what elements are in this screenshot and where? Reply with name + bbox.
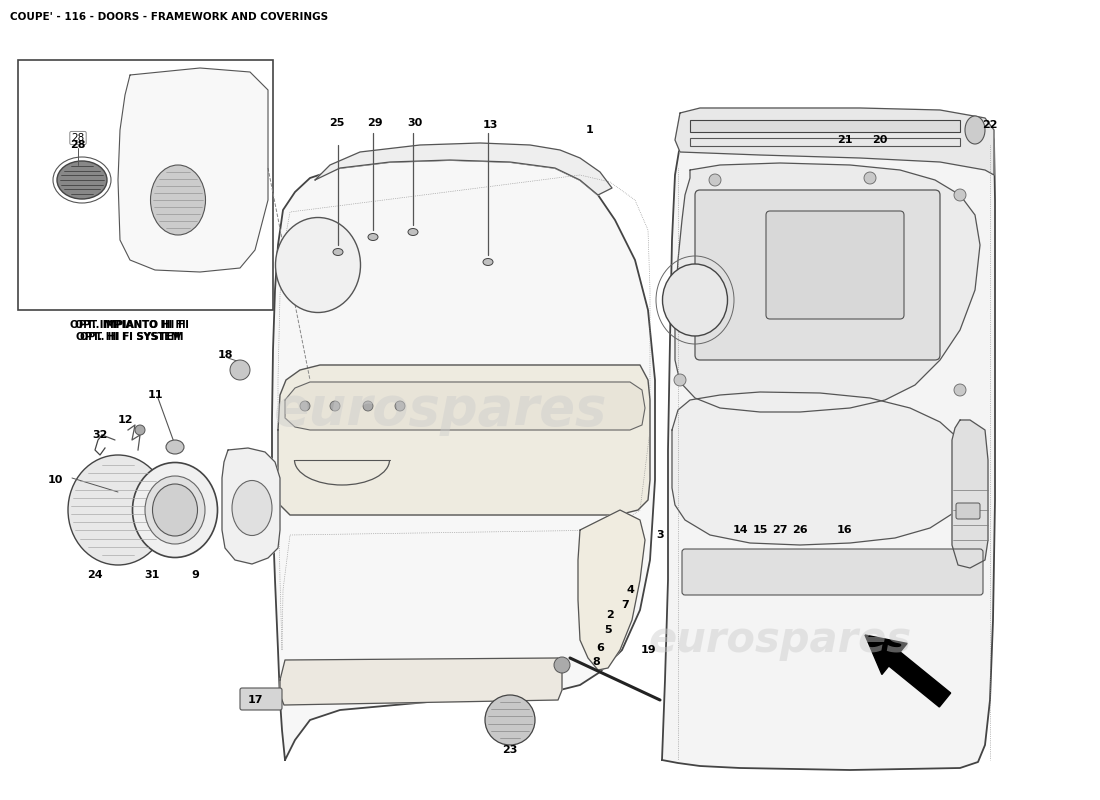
Text: 13: 13 xyxy=(482,120,497,130)
Text: 1: 1 xyxy=(586,125,594,135)
Text: 31: 31 xyxy=(144,570,159,580)
Circle shape xyxy=(674,374,686,386)
Text: 27: 27 xyxy=(772,525,788,535)
Circle shape xyxy=(864,172,876,184)
Ellipse shape xyxy=(57,161,107,199)
Polygon shape xyxy=(315,143,612,195)
Ellipse shape xyxy=(662,264,727,336)
FancyArrow shape xyxy=(865,635,950,707)
Circle shape xyxy=(554,657,570,673)
Polygon shape xyxy=(272,160,654,760)
Ellipse shape xyxy=(368,234,378,241)
Text: 28: 28 xyxy=(70,140,86,150)
Ellipse shape xyxy=(145,476,205,544)
Text: 11: 11 xyxy=(147,390,163,400)
Text: 17: 17 xyxy=(248,695,263,705)
Circle shape xyxy=(710,174,720,186)
Text: 12: 12 xyxy=(118,415,133,425)
Text: 26: 26 xyxy=(792,525,807,535)
Bar xyxy=(690,120,960,132)
Circle shape xyxy=(954,384,966,396)
Ellipse shape xyxy=(153,484,198,536)
Text: 6: 6 xyxy=(596,643,604,653)
Text: OPT. IMPIANTO HI FI
OPT. HI FI SYSTEM: OPT. IMPIANTO HI FI OPT. HI FI SYSTEM xyxy=(75,320,185,342)
Ellipse shape xyxy=(275,218,361,313)
Text: 22: 22 xyxy=(982,120,998,130)
Ellipse shape xyxy=(68,455,168,565)
Text: 3: 3 xyxy=(657,530,663,540)
Ellipse shape xyxy=(333,249,343,255)
Polygon shape xyxy=(280,658,562,705)
FancyBboxPatch shape xyxy=(766,211,904,319)
Circle shape xyxy=(230,360,250,380)
Text: 8: 8 xyxy=(592,657,600,667)
Text: 24: 24 xyxy=(87,570,102,580)
Text: OPT. IMPIANTO HI FI
OPT. HI FI SYSTEM: OPT. IMPIANTO HI FI OPT. HI FI SYSTEM xyxy=(70,320,189,342)
Bar xyxy=(690,138,960,146)
Ellipse shape xyxy=(408,229,418,235)
Polygon shape xyxy=(662,112,996,770)
Circle shape xyxy=(485,695,535,745)
Circle shape xyxy=(135,425,145,435)
Polygon shape xyxy=(285,382,645,430)
Text: 21: 21 xyxy=(837,135,852,145)
Text: 2: 2 xyxy=(606,610,614,620)
Text: 18: 18 xyxy=(218,350,233,360)
FancyBboxPatch shape xyxy=(956,503,980,519)
Text: 15: 15 xyxy=(752,525,768,535)
Text: 16: 16 xyxy=(837,525,852,535)
Text: 14: 14 xyxy=(733,525,748,535)
Text: eurospares: eurospares xyxy=(648,619,912,661)
Text: 30: 30 xyxy=(407,118,422,128)
Ellipse shape xyxy=(965,116,985,144)
Ellipse shape xyxy=(232,481,272,535)
Polygon shape xyxy=(118,68,268,272)
Text: 23: 23 xyxy=(503,745,518,755)
Polygon shape xyxy=(675,163,980,412)
Text: eurospares: eurospares xyxy=(273,384,607,436)
FancyBboxPatch shape xyxy=(18,60,273,310)
Polygon shape xyxy=(222,448,280,564)
Text: 29: 29 xyxy=(367,118,383,128)
FancyBboxPatch shape xyxy=(240,688,282,710)
FancyBboxPatch shape xyxy=(695,190,940,360)
Circle shape xyxy=(363,401,373,411)
Ellipse shape xyxy=(483,258,493,266)
Polygon shape xyxy=(672,392,970,545)
Polygon shape xyxy=(578,510,645,670)
Ellipse shape xyxy=(166,440,184,454)
Ellipse shape xyxy=(151,165,206,235)
Ellipse shape xyxy=(132,462,218,558)
Polygon shape xyxy=(675,108,994,175)
Polygon shape xyxy=(952,420,988,568)
Text: 19: 19 xyxy=(640,645,656,655)
Polygon shape xyxy=(278,365,650,515)
Text: 28: 28 xyxy=(72,133,85,143)
Text: 7: 7 xyxy=(621,600,629,610)
Text: COUPE' - 116 - DOORS - FRAMEWORK AND COVERINGS: COUPE' - 116 - DOORS - FRAMEWORK AND COV… xyxy=(10,12,328,22)
Text: 9: 9 xyxy=(191,570,199,580)
Text: 5: 5 xyxy=(604,625,612,635)
Text: 20: 20 xyxy=(872,135,888,145)
Circle shape xyxy=(395,401,405,411)
Text: 4: 4 xyxy=(626,585,634,595)
FancyBboxPatch shape xyxy=(682,549,983,595)
Text: 10: 10 xyxy=(47,475,63,485)
Circle shape xyxy=(954,189,966,201)
Circle shape xyxy=(300,401,310,411)
Text: 25: 25 xyxy=(329,118,344,128)
Text: 32: 32 xyxy=(92,430,108,440)
Circle shape xyxy=(330,401,340,411)
